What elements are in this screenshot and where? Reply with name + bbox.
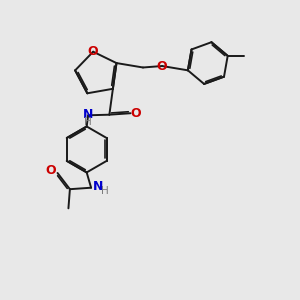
Text: O: O: [157, 59, 167, 73]
Text: O: O: [46, 164, 56, 177]
Text: O: O: [130, 107, 141, 120]
Text: N: N: [82, 108, 93, 121]
Text: H: H: [101, 186, 109, 196]
Text: N: N: [92, 180, 103, 193]
Text: O: O: [88, 45, 98, 58]
Text: H: H: [84, 117, 92, 127]
